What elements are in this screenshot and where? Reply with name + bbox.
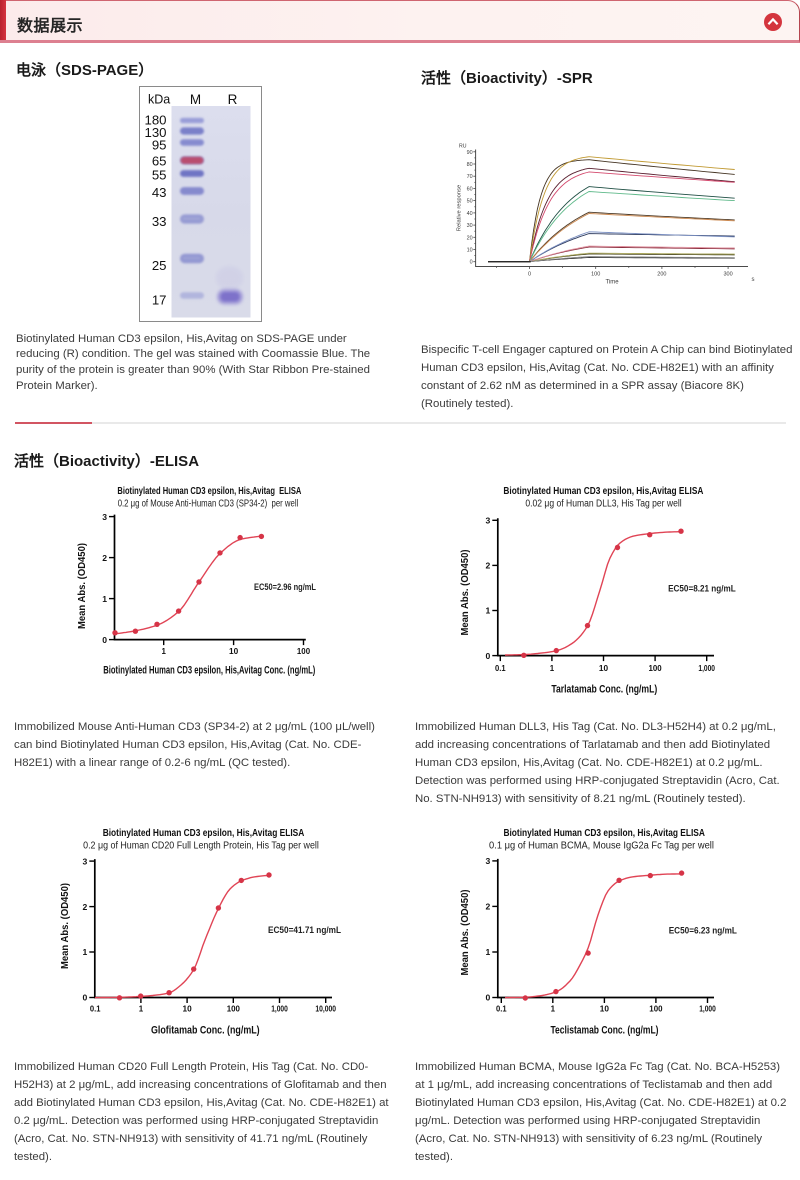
svg-text:EC50=2.96 ng/mL: EC50=2.96 ng/mL [254, 582, 317, 592]
svg-text:43: 43 [152, 185, 167, 200]
svg-text:M: M [190, 92, 201, 107]
svg-text:s: s [752, 277, 755, 283]
svg-text:Biotinylated Human CD3 epsilon: Biotinylated Human CD3 epsilon, His,Avit… [503, 486, 703, 497]
svg-text:Teclistamab Conc. (ng/mL): Teclistamab Conc. (ng/mL) [551, 1025, 659, 1037]
svg-text:0: 0 [102, 635, 107, 645]
svg-text:0: 0 [83, 993, 88, 1003]
svg-text:2: 2 [486, 902, 491, 912]
svg-text:Mean Abs. (OD450): Mean Abs. (OD450) [460, 890, 471, 976]
svg-text:EC50=6.23 ng/mL: EC50=6.23 ng/mL [669, 926, 738, 936]
svg-text:3: 3 [83, 856, 88, 866]
svg-text:90: 90 [467, 150, 473, 156]
svg-text:80: 80 [467, 162, 473, 168]
svg-text:130: 130 [144, 125, 166, 140]
svg-text:10: 10 [467, 248, 473, 254]
svg-text:3: 3 [486, 856, 491, 866]
svg-text:R: R [228, 92, 238, 107]
svg-text:10: 10 [183, 1003, 192, 1013]
svg-text:60: 60 [467, 186, 473, 192]
svg-text:kDa: kDa [148, 93, 170, 107]
svg-text:EC50=8.21 ng/mL: EC50=8.21 ng/mL [668, 583, 736, 593]
svg-text:30: 30 [467, 223, 473, 229]
svg-text:1: 1 [162, 646, 167, 656]
svg-text:200: 200 [657, 272, 666, 278]
svg-text:0.02 μg of Human DLL3, His Tag: 0.02 μg of Human DLL3, His Tag per well [525, 498, 681, 509]
svg-text:Mean Abs. (OD450): Mean Abs. (OD450) [60, 883, 71, 969]
svg-text:33: 33 [152, 214, 167, 229]
svg-text:0.2 μg of Human CD20 Full Leng: 0.2 μg of Human CD20 Full Length Protein… [83, 840, 319, 851]
svg-text:RU: RU [459, 144, 467, 150]
svg-text:0.2 μg of Mouse Anti-Human CD3: 0.2 μg of Mouse Anti-Human CD3 (SP34-2) … [118, 499, 299, 510]
svg-text:Biotinylated Human CD3 epsilon: Biotinylated Human CD3 epsilon, His,Avit… [103, 664, 315, 676]
svg-text:10: 10 [599, 663, 608, 673]
svg-text:40: 40 [467, 211, 473, 217]
svg-text:1,000: 1,000 [271, 1003, 288, 1013]
svg-text:10: 10 [229, 646, 238, 656]
svg-text:17: 17 [152, 293, 167, 308]
svg-text:Biotinylated Human CD3 epsilon: Biotinylated Human CD3 epsilon, His,Avit… [503, 828, 705, 839]
svg-text:1: 1 [486, 947, 491, 957]
svg-text:2: 2 [83, 902, 88, 912]
svg-text:300: 300 [724, 272, 733, 278]
svg-text:0.1: 0.1 [495, 663, 506, 673]
svg-text:20: 20 [467, 235, 473, 241]
svg-text:Biotinylated Human CD3 epsilon: Biotinylated Human CD3 epsilon, His,Avit… [117, 486, 301, 497]
svg-text:95: 95 [152, 138, 167, 153]
svg-text:1,000: 1,000 [699, 1003, 716, 1013]
svg-text:1: 1 [139, 1003, 144, 1013]
svg-text:10: 10 [600, 1003, 609, 1013]
svg-text:0: 0 [486, 651, 491, 661]
svg-text:10,000: 10,000 [315, 1003, 336, 1013]
svg-text:Mean Abs. (OD450): Mean Abs. (OD450) [77, 543, 88, 629]
svg-text:3: 3 [486, 516, 491, 526]
svg-text:0: 0 [528, 272, 531, 278]
svg-text:2: 2 [102, 553, 107, 563]
svg-text:0.1: 0.1 [90, 1003, 101, 1013]
svg-text:55: 55 [152, 168, 167, 183]
svg-text:0: 0 [470, 260, 473, 266]
svg-text:Relative response: Relative response [457, 185, 463, 231]
svg-text:100: 100 [591, 272, 600, 278]
svg-text:0.1 μg of Human BCMA, Mouse Ig: 0.1 μg of Human BCMA, Mouse IgG2a Fc Tag… [489, 840, 714, 851]
svg-text:Glofitamab Conc. (ng/mL): Glofitamab Conc. (ng/mL) [151, 1024, 260, 1036]
svg-text:3: 3 [102, 512, 107, 522]
svg-text:0: 0 [486, 993, 491, 1003]
svg-text:100: 100 [297, 646, 310, 656]
svg-text:100: 100 [649, 663, 662, 673]
svg-text:65: 65 [152, 154, 167, 169]
svg-text:1: 1 [102, 594, 107, 604]
svg-text:Biotinylated Human CD3 epsilon: Biotinylated Human CD3 epsilon, His,Avit… [103, 828, 305, 839]
svg-text:Tarlatamab Conc. (ng/mL): Tarlatamab Conc. (ng/mL) [551, 683, 657, 695]
svg-text:1: 1 [83, 947, 88, 957]
svg-text:100: 100 [227, 1003, 240, 1013]
svg-text:1: 1 [551, 1003, 556, 1013]
svg-text:1: 1 [486, 606, 491, 616]
svg-text:0.1: 0.1 [496, 1003, 507, 1013]
svg-text:2: 2 [486, 561, 491, 571]
svg-text:1,000: 1,000 [698, 663, 715, 673]
svg-text:EC50=41.71 ng/mL: EC50=41.71 ng/mL [268, 925, 342, 935]
svg-text:70: 70 [467, 174, 473, 180]
svg-text:1: 1 [550, 663, 555, 673]
svg-text:180: 180 [144, 113, 166, 128]
svg-text:Mean Abs. (OD450): Mean Abs. (OD450) [460, 550, 471, 636]
svg-text:25: 25 [152, 258, 167, 273]
svg-text:Time: Time [605, 280, 619, 286]
svg-text:50: 50 [467, 199, 473, 205]
svg-text:100: 100 [649, 1003, 662, 1013]
